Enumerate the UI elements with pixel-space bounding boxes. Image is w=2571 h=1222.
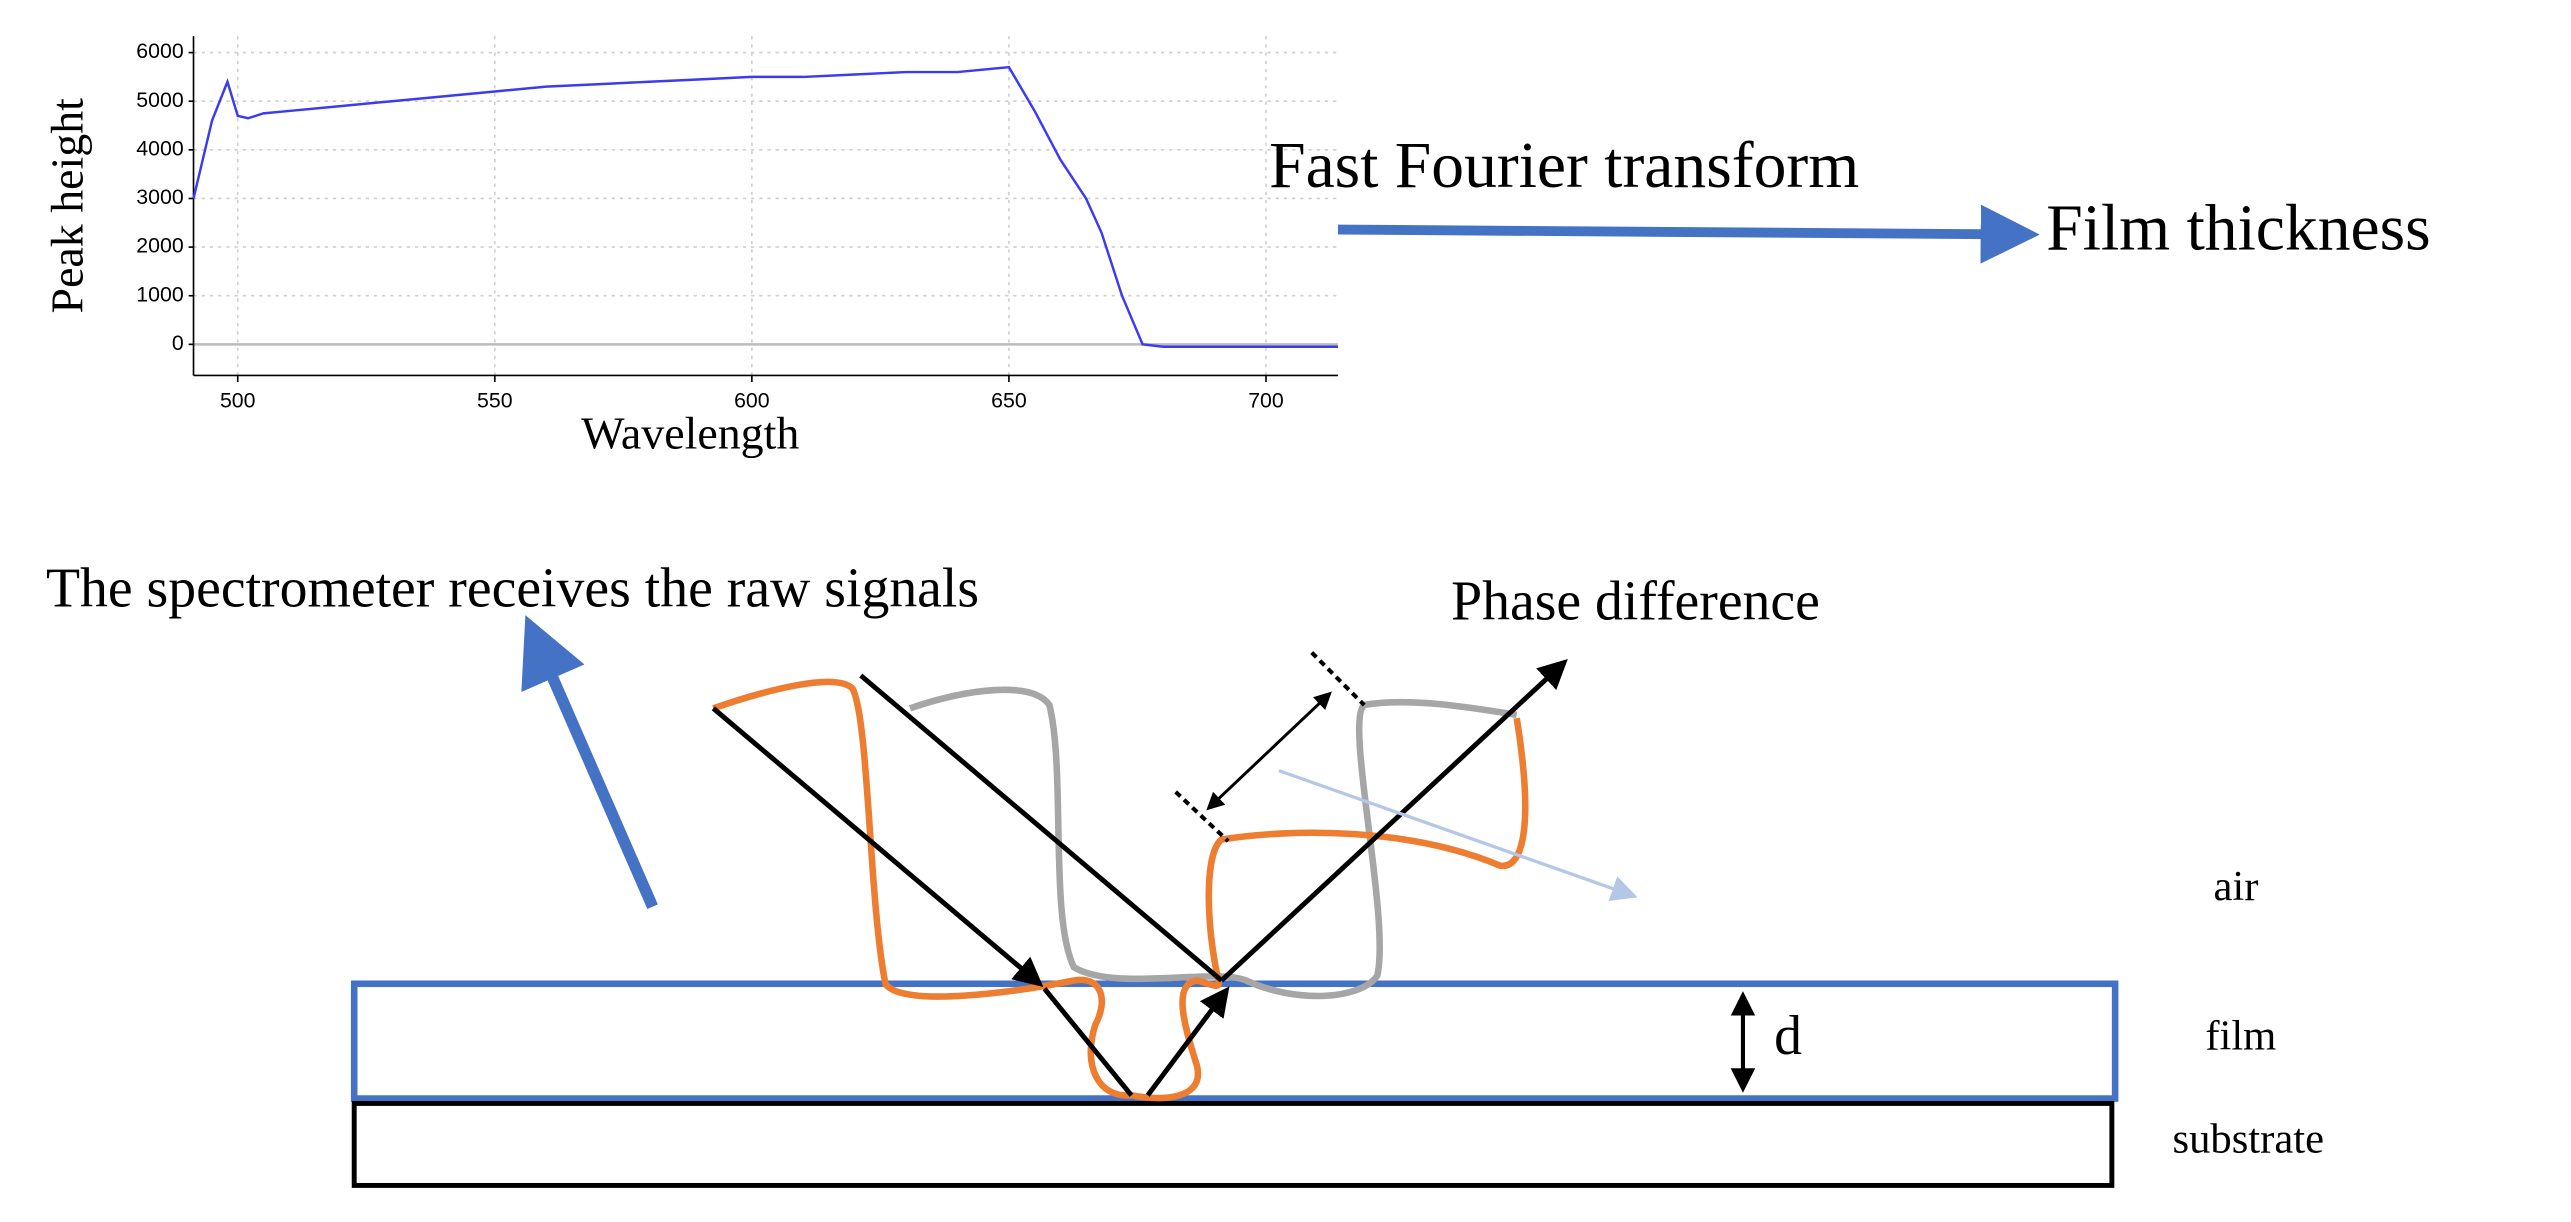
light-arrow	[1278, 769, 1638, 902]
reflected-wave	[908, 686, 1518, 1000]
ray	[711, 706, 1044, 987]
substrate-layer	[351, 1100, 2115, 1188]
y-tick-label: 2000	[136, 234, 184, 258]
spectrum-line	[192, 65, 1338, 349]
ray	[859, 673, 1224, 983]
x-axis-label: Wavelength	[581, 407, 799, 458]
y-tick-label: 6000	[136, 39, 184, 63]
y-tick-label: 0	[172, 331, 184, 355]
ray	[1042, 987, 1134, 1097]
incident-wave	[712, 678, 1529, 1102]
y-tick-label: 5000	[136, 88, 184, 112]
x-tick-label: 700	[1248, 388, 1284, 412]
layer-label: film	[2205, 1012, 2276, 1059]
x-tick-label: 650	[991, 388, 1027, 412]
phase-arrow	[1206, 691, 1332, 811]
wavefront	[1310, 651, 1366, 707]
x-tick-label: 500	[220, 388, 256, 412]
fft-label: Fast Fourier transform	[1269, 130, 1859, 202]
spectrum-chart: 0 1000 2000 3000 4000 5000 6000 500 550 600 650 700…	[42, 36, 1338, 458]
wavefront	[1174, 790, 1230, 843]
y-tick-label: 4000	[136, 136, 184, 160]
phase-label: Phase difference	[1451, 570, 1820, 632]
thickness-label: d	[1774, 1005, 1802, 1067]
film-layer	[350, 980, 2119, 1102]
y-tick-label: 3000	[136, 185, 184, 209]
y-tick-label: 1000	[136, 282, 184, 306]
layer-label: substrate	[2173, 1116, 2324, 1163]
x-tick-label: 550	[477, 388, 513, 412]
spectrometer-label: The spectrometer receives the raw signal…	[46, 557, 979, 619]
layer-label: air	[2214, 863, 2259, 910]
ray	[1219, 659, 1568, 983]
spectrometer-arrow	[521, 615, 658, 909]
x-tick-label: 600	[734, 388, 770, 412]
y-axis-label: Peak height	[42, 98, 93, 314]
ray	[1145, 986, 1230, 1097]
result-label: Film thickness	[2046, 193, 2430, 265]
fft-arrow	[1337, 204, 2040, 264]
